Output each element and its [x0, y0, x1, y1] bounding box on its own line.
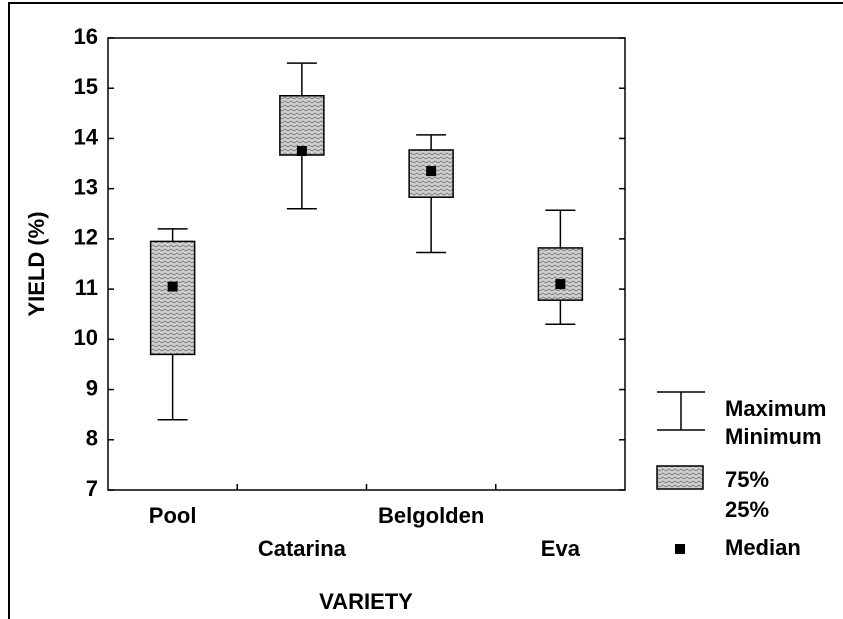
- y-tick-label: 10: [74, 325, 98, 350]
- y-tick-label: 12: [74, 225, 98, 250]
- median: [167, 281, 178, 292]
- x-tick-label: Pool: [149, 503, 197, 528]
- y-tick-label: 15: [74, 74, 98, 99]
- y-tick-label: 14: [74, 124, 99, 149]
- box: [537, 247, 584, 301]
- legend-label: Median: [725, 535, 801, 560]
- legend-icon: [675, 544, 685, 554]
- y-tick-label: 8: [86, 426, 98, 451]
- x-tick-label: Belgolden: [378, 503, 484, 528]
- x-tick-label: Eva: [541, 536, 581, 561]
- y-tick-label: 16: [74, 24, 98, 49]
- frame: [8, 2, 843, 619]
- legend-label: 75%: [725, 467, 769, 492]
- box: [149, 240, 196, 356]
- y-axis-label: YIELD (%): [24, 211, 49, 316]
- x-axis-label: VARIETY: [319, 589, 413, 614]
- y-tick-label: 11: [75, 275, 98, 300]
- legend-label: Minimum: [725, 424, 822, 449]
- legend-icon: [656, 465, 704, 490]
- legend-label: Maximum: [725, 396, 826, 421]
- y-tick-label: 13: [74, 174, 98, 199]
- y-tick-label: 7: [86, 476, 98, 501]
- median: [426, 166, 437, 177]
- box: [279, 95, 325, 156]
- median: [296, 146, 307, 156]
- median: [555, 279, 566, 290]
- x-tick-label: Catarina: [258, 536, 347, 561]
- y-tick-label: 9: [86, 375, 98, 400]
- legend-label: 25%: [725, 497, 769, 522]
